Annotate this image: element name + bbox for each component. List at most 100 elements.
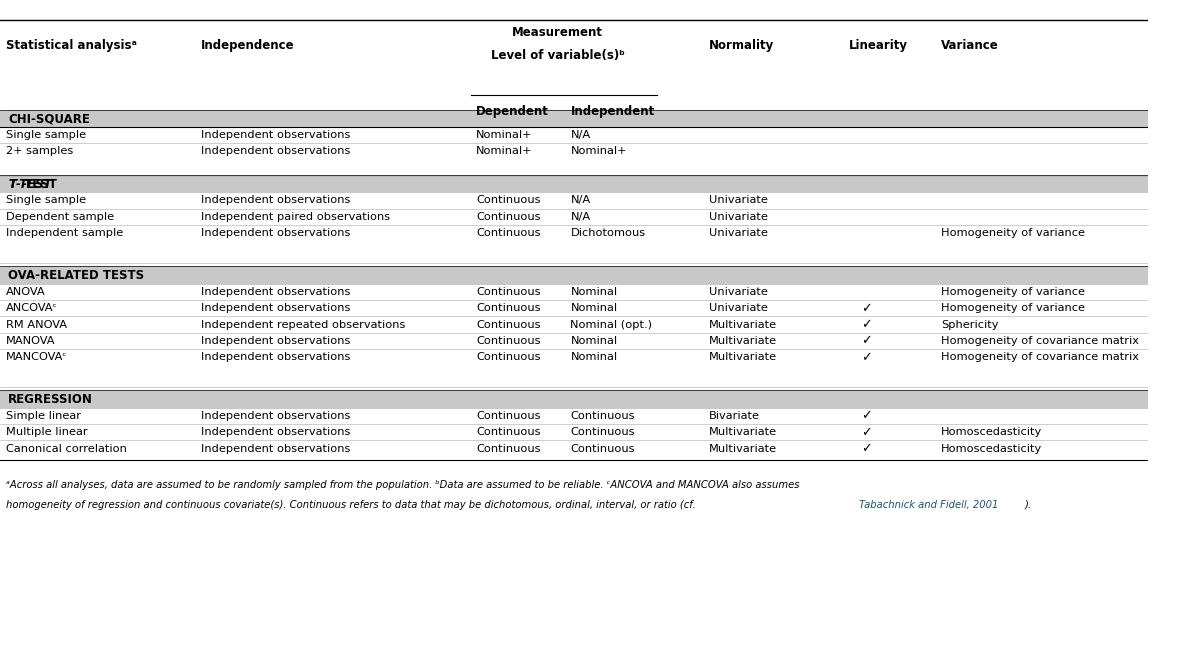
Text: Nominal: Nominal	[570, 287, 618, 297]
Text: ✓: ✓	[861, 351, 872, 364]
Text: Independence: Independence	[201, 39, 294, 52]
Text: Univariate: Univariate	[710, 195, 768, 206]
Text: Homogeneity of variance: Homogeneity of variance	[941, 287, 1085, 297]
Text: Nominal+: Nominal+	[476, 146, 533, 157]
Text: ANOVA: ANOVA	[6, 287, 45, 297]
Text: Independent observations: Independent observations	[201, 130, 351, 140]
Text: T: T	[8, 178, 17, 191]
Text: ✓: ✓	[861, 426, 872, 439]
Text: Independent observations: Independent observations	[201, 195, 351, 206]
Text: Independent observations: Independent observations	[201, 411, 351, 421]
Text: Independent paired observations: Independent paired observations	[201, 212, 390, 222]
Text: Multivariate: Multivariate	[710, 427, 777, 438]
Text: ✓: ✓	[861, 302, 872, 315]
Text: CHI-SQUARE: CHI-SQUARE	[8, 112, 90, 125]
Text: Independent observations: Independent observations	[201, 228, 351, 238]
Text: Univariate: Univariate	[710, 303, 768, 313]
Text: Multiple linear: Multiple linear	[6, 427, 87, 438]
Text: RM ANOVA: RM ANOVA	[6, 319, 67, 330]
Text: Continuous: Continuous	[476, 319, 541, 330]
Text: Nominal+: Nominal+	[570, 146, 627, 157]
Text: Normality: Normality	[710, 39, 775, 52]
Text: Simple linear: Simple linear	[6, 411, 80, 421]
Text: Nominal: Nominal	[570, 303, 618, 313]
Text: Linearity: Linearity	[849, 39, 908, 52]
Text: Single sample: Single sample	[6, 130, 86, 140]
Text: Dependent: Dependent	[476, 104, 549, 118]
Text: Statistical analysisᵃ: Statistical analysisᵃ	[6, 39, 137, 52]
Text: Dependent sample: Dependent sample	[6, 212, 113, 222]
Text: ✓: ✓	[861, 318, 872, 331]
Text: Independent: Independent	[570, 104, 654, 118]
Text: Tabachnick and Fidell, 2001: Tabachnick and Fidell, 2001	[860, 500, 999, 509]
FancyBboxPatch shape	[0, 266, 1148, 285]
Text: Continuous: Continuous	[476, 411, 541, 421]
Text: Multivariate: Multivariate	[710, 352, 777, 362]
Text: Canonical correlation: Canonical correlation	[6, 443, 126, 454]
Text: ✓: ✓	[861, 334, 872, 347]
Text: OVA-RELATED TESTS: OVA-RELATED TESTS	[8, 269, 144, 282]
Text: Continuous: Continuous	[570, 411, 635, 421]
Text: Independent sample: Independent sample	[6, 228, 123, 238]
Text: Homogeneity of covariance matrix: Homogeneity of covariance matrix	[941, 336, 1140, 346]
Text: Level of variable(s)ᵇ: Level of variable(s)ᵇ	[491, 49, 625, 62]
Text: ANCOVAᶜ: ANCOVAᶜ	[6, 303, 58, 313]
Text: Homoscedasticity: Homoscedasticity	[941, 443, 1043, 454]
FancyBboxPatch shape	[0, 110, 1148, 128]
Text: N/A: N/A	[570, 212, 590, 222]
Text: Single sample: Single sample	[6, 195, 86, 206]
Text: Measurement: Measurement	[513, 26, 603, 39]
Text: Univariate: Univariate	[710, 228, 768, 238]
Text: ✓: ✓	[861, 442, 872, 455]
Text: Independent observations: Independent observations	[201, 146, 351, 157]
Text: Continuous: Continuous	[476, 212, 541, 222]
Text: Univariate: Univariate	[710, 287, 768, 297]
Text: Continuous: Continuous	[476, 195, 541, 206]
Text: Continuous: Continuous	[570, 427, 635, 438]
Text: Independent observations: Independent observations	[201, 427, 351, 438]
Text: N/A: N/A	[570, 195, 590, 206]
Text: Independent observations: Independent observations	[201, 352, 351, 362]
Text: homogeneity of regression and continuous covariate(s). Continuous refers to data: homogeneity of regression and continuous…	[6, 500, 699, 509]
Text: Sphericity: Sphericity	[941, 319, 999, 330]
Text: Continuous: Continuous	[476, 352, 541, 362]
Text: Continuous: Continuous	[476, 336, 541, 346]
Text: Multivariate: Multivariate	[710, 443, 777, 454]
Text: Continuous: Continuous	[476, 427, 541, 438]
Text: Homoscedasticity: Homoscedasticity	[941, 427, 1043, 438]
FancyBboxPatch shape	[0, 390, 1148, 409]
Text: Independent observations: Independent observations	[201, 287, 351, 297]
Text: Independent repeated observations: Independent repeated observations	[201, 319, 405, 330]
Text: Continuous: Continuous	[570, 443, 635, 454]
Text: Nominal (opt.): Nominal (opt.)	[570, 319, 652, 330]
Text: Continuous: Continuous	[476, 303, 541, 313]
Text: Homogeneity of variance: Homogeneity of variance	[941, 303, 1085, 313]
Text: 2+ samples: 2+ samples	[6, 146, 73, 157]
Text: -TEST: -TEST	[21, 178, 58, 191]
Text: Independent observations: Independent observations	[201, 303, 351, 313]
Text: ᵃAcross all analyses, data are assumed to be randomly sampled from the populatio: ᵃAcross all analyses, data are assumed t…	[6, 480, 800, 490]
Text: Independent observations: Independent observations	[201, 336, 351, 346]
FancyBboxPatch shape	[0, 175, 1148, 193]
Text: Multivariate: Multivariate	[710, 336, 777, 346]
Text: Continuous: Continuous	[476, 228, 541, 238]
Text: MANCOVAᶜ: MANCOVAᶜ	[6, 352, 67, 362]
Text: MANOVA: MANOVA	[6, 336, 56, 346]
Text: Τ-TEST: Τ-TEST	[8, 178, 52, 191]
Text: N/A: N/A	[570, 130, 590, 140]
Text: Univariate: Univariate	[710, 212, 768, 222]
Text: Nominal: Nominal	[570, 336, 618, 346]
Text: Continuous: Continuous	[476, 287, 541, 297]
Text: Continuous: Continuous	[476, 443, 541, 454]
Text: Nominal+: Nominal+	[476, 130, 533, 140]
Text: Homogeneity of covariance matrix: Homogeneity of covariance matrix	[941, 352, 1140, 362]
Text: ).: ).	[1025, 500, 1032, 509]
Text: Dichotomous: Dichotomous	[570, 228, 646, 238]
Text: Variance: Variance	[941, 39, 999, 52]
Text: Multivariate: Multivariate	[710, 319, 777, 330]
Text: ✓: ✓	[861, 409, 872, 422]
Text: Nominal: Nominal	[570, 352, 618, 362]
Text: Independent observations: Independent observations	[201, 443, 351, 454]
Text: REGRESSION: REGRESSION	[8, 393, 93, 406]
Text: Homogeneity of variance: Homogeneity of variance	[941, 228, 1085, 238]
